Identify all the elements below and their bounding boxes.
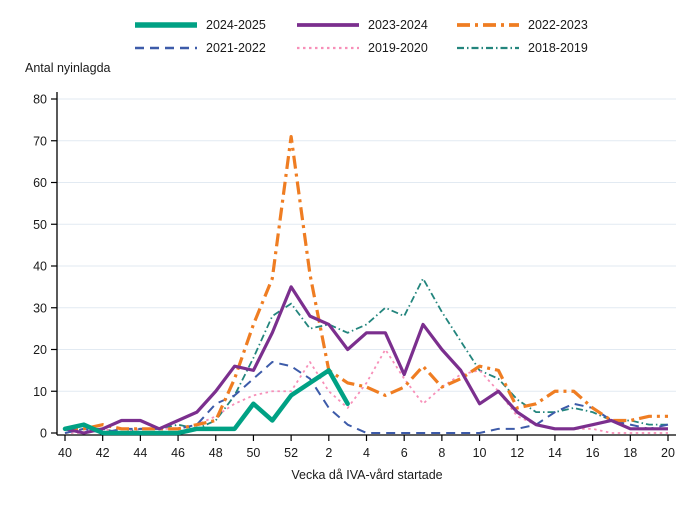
svg-text:40: 40: [33, 260, 47, 274]
series-lines: [62, 134, 669, 436]
svg-text:6: 6: [401, 446, 408, 460]
svg-text:12: 12: [510, 446, 524, 460]
svg-text:10: 10: [473, 446, 487, 460]
svg-text:2: 2: [325, 446, 332, 460]
svg-text:50: 50: [33, 218, 47, 232]
x-axis-ticks: 40 42 44 46 48 50 52 2 4 6 8 10 12 14 16 18 20: [58, 435, 675, 460]
svg-text:50: 50: [246, 446, 260, 460]
legend-swatch-2024-2025: [135, 22, 197, 28]
y-axis-ticks: 0 10 20 30 40 50 60 70 80: [33, 93, 57, 441]
legend-item-2021-2022: 2021-2022: [135, 41, 266, 55]
series-line-2021-2022: [64, 361, 669, 434]
legend-label: 2024-2025: [206, 18, 266, 32]
legend-label: 2019-2020: [368, 41, 428, 55]
svg-text:40: 40: [58, 446, 72, 460]
svg-text:52: 52: [284, 446, 298, 460]
legend-label: 2021-2022: [206, 41, 266, 55]
svg-text:14: 14: [548, 446, 562, 460]
svg-text:70: 70: [33, 134, 47, 148]
svg-text:60: 60: [33, 176, 47, 190]
gridlines: [57, 98, 676, 392]
svg-text:4: 4: [363, 446, 370, 460]
svg-text:30: 30: [33, 301, 47, 315]
svg-text:46: 46: [171, 446, 185, 460]
series-line-2018-2019: [64, 277, 668, 434]
legend-item-2023-2024: 2023-2024: [297, 18, 428, 32]
legend-swatch-2021-2022: [135, 46, 197, 50]
svg-text:80: 80: [33, 93, 47, 107]
legend-item-2024-2025: 2024-2025: [135, 18, 266, 32]
legend-swatch-2023-2024: [297, 23, 359, 27]
y-axis-title: Antal nyinlagda: [25, 61, 111, 75]
svg-text:8: 8: [438, 446, 445, 460]
svg-text:20: 20: [661, 446, 675, 460]
svg-text:16: 16: [586, 446, 600, 460]
x-axis-title: Vecka då IVA-vård startade: [291, 468, 443, 482]
svg-text:44: 44: [133, 446, 147, 460]
legend-item-2022-2023: 2022-2023: [457, 18, 588, 32]
series-line-2022-2023: [65, 134, 668, 431]
legend-swatch-2019-2020: [297, 46, 359, 50]
legend-swatch-2018-2019: [457, 46, 519, 50]
legend-label: 2023-2024: [368, 18, 428, 32]
legend-item-2019-2020: 2019-2020: [297, 41, 428, 55]
series-line-2024-2025: [62, 368, 350, 436]
svg-text:10: 10: [33, 385, 47, 399]
svg-text:0: 0: [40, 427, 47, 441]
svg-text:18: 18: [623, 446, 637, 460]
series-line-2019-2020: [65, 348, 668, 434]
legend-label: 2022-2023: [528, 18, 588, 32]
legend-label: 2018-2019: [528, 41, 588, 55]
legend-item-2018-2019: 2018-2019: [457, 41, 588, 55]
svg-text:42: 42: [96, 446, 110, 460]
series-line-2023-2024: [64, 285, 668, 435]
legend-swatch-2022-2023: [457, 23, 519, 27]
svg-text:48: 48: [209, 446, 223, 460]
svg-text:20: 20: [33, 343, 47, 357]
